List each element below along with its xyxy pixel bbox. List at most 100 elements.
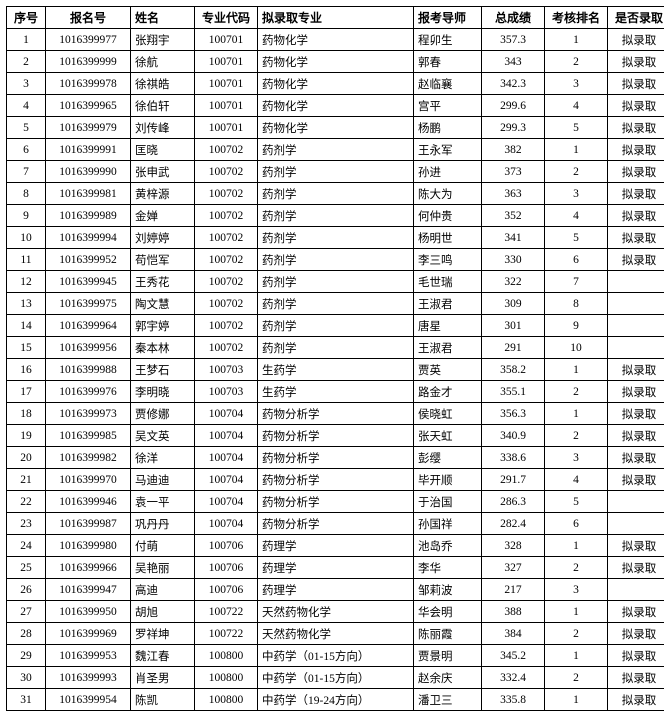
admission-table: 序号 报名号 姓名 专业代码 拟录取专业 报考导师 总成绩 考核排名 是否录取 …: [6, 6, 664, 711]
cell-rank: 4: [545, 95, 608, 117]
cell-major: 天然药物化学: [258, 601, 414, 623]
cell-reg: 1016399990: [46, 161, 131, 183]
cell-code: 100702: [195, 337, 258, 359]
cell-name: 高迪: [131, 579, 195, 601]
cell-score: 358.2: [482, 359, 545, 381]
cell-major: 中药学（19-24方向）: [258, 689, 414, 711]
cell-code: 100702: [195, 249, 258, 271]
cell-admit: 拟录取: [608, 381, 664, 403]
cell-seq: 13: [7, 293, 46, 315]
cell-sup: 于治国: [414, 491, 482, 513]
cell-major: 药剂学: [258, 315, 414, 337]
cell-admit: [608, 293, 664, 315]
cell-sup: 毕开顺: [414, 469, 482, 491]
cell-admit: 拟录取: [608, 161, 664, 183]
cell-seq: 24: [7, 535, 46, 557]
cell-score: 309: [482, 293, 545, 315]
cell-code: 100704: [195, 513, 258, 535]
cell-name: 金婵: [131, 205, 195, 227]
cell-code: 100800: [195, 667, 258, 689]
cell-seq: 2: [7, 51, 46, 73]
cell-sup: 何仲贵: [414, 205, 482, 227]
cell-seq: 16: [7, 359, 46, 381]
table-row: 211016399970马迪迪100704药物分析学毕开顺291.74拟录取: [7, 469, 664, 491]
cell-reg: 1016399953: [46, 645, 131, 667]
cell-score: 291: [482, 337, 545, 359]
cell-reg: 1016399947: [46, 579, 131, 601]
cell-score: 299.6: [482, 95, 545, 117]
cell-rank: 1: [545, 535, 608, 557]
cell-rank: 2: [545, 381, 608, 403]
cell-seq: 25: [7, 557, 46, 579]
cell-rank: 3: [545, 73, 608, 95]
cell-score: 373: [482, 161, 545, 183]
cell-code: 100701: [195, 117, 258, 139]
cell-code: 100800: [195, 689, 258, 711]
table-row: 111016399952苟恺军100702药剂学李三鸣3306拟录取: [7, 249, 664, 271]
cell-seq: 8: [7, 183, 46, 205]
cell-seq: 6: [7, 139, 46, 161]
cell-sup: 张天虹: [414, 425, 482, 447]
cell-seq: 20: [7, 447, 46, 469]
table-row: 181016399973贾修娜100704药物分析学侯晓虹356.31拟录取: [7, 403, 664, 425]
cell-code: 100704: [195, 491, 258, 513]
table-row: 221016399946袁一平100704药物分析学于治国286.35: [7, 491, 664, 513]
cell-code: 100701: [195, 29, 258, 51]
cell-sup: 陈大为: [414, 183, 482, 205]
cell-seq: 30: [7, 667, 46, 689]
cell-major: 药剂学: [258, 161, 414, 183]
cell-rank: 10: [545, 337, 608, 359]
cell-rank: 5: [545, 491, 608, 513]
cell-rank: 3: [545, 447, 608, 469]
cell-name: 徐洋: [131, 447, 195, 469]
cell-sup: 王永军: [414, 139, 482, 161]
cell-reg: 1016399991: [46, 139, 131, 161]
cell-major: 药剂学: [258, 183, 414, 205]
cell-code: 100702: [195, 205, 258, 227]
col-seq: 序号: [7, 7, 46, 29]
cell-admit: [608, 513, 664, 535]
cell-name: 刘婷婷: [131, 227, 195, 249]
col-major: 拟录取专业: [258, 7, 414, 29]
cell-reg: 1016399977: [46, 29, 131, 51]
cell-score: 363: [482, 183, 545, 205]
cell-major: 药物化学: [258, 95, 414, 117]
cell-name: 匡晓: [131, 139, 195, 161]
cell-admit: 拟录取: [608, 139, 664, 161]
cell-sup: 孙进: [414, 161, 482, 183]
cell-code: 100702: [195, 315, 258, 337]
cell-code: 100702: [195, 271, 258, 293]
cell-reg: 1016399969: [46, 623, 131, 645]
cell-seq: 27: [7, 601, 46, 623]
cell-name: 罗祥坤: [131, 623, 195, 645]
cell-code: 100704: [195, 403, 258, 425]
cell-score: 356.3: [482, 403, 545, 425]
cell-rank: 1: [545, 29, 608, 51]
table-row: 31016399978徐祺皓100701药物化学赵临襄342.33拟录取: [7, 73, 664, 95]
cell-name: 巩丹丹: [131, 513, 195, 535]
cell-admit: 拟录取: [608, 601, 664, 623]
cell-sup: 赵临襄: [414, 73, 482, 95]
cell-major: 药剂学: [258, 271, 414, 293]
cell-name: 贾修娜: [131, 403, 195, 425]
cell-rank: 4: [545, 469, 608, 491]
cell-reg: 1016399989: [46, 205, 131, 227]
table-row: 291016399953魏江春100800中药学（01-15方向）贾景明345.…: [7, 645, 664, 667]
cell-name: 张申武: [131, 161, 195, 183]
col-reg: 报名号: [46, 7, 131, 29]
cell-seq: 7: [7, 161, 46, 183]
cell-seq: 23: [7, 513, 46, 535]
col-rank: 考核排名: [545, 7, 608, 29]
cell-reg: 1016399975: [46, 293, 131, 315]
cell-admit: 拟录取: [608, 447, 664, 469]
cell-sup: 杨鹏: [414, 117, 482, 139]
table-row: 11016399977张翔宇100701药物化学程卯生357.31拟录取: [7, 29, 664, 51]
cell-admit: 拟录取: [608, 73, 664, 95]
cell-seq: 11: [7, 249, 46, 271]
cell-code: 100706: [195, 535, 258, 557]
cell-rank: 9: [545, 315, 608, 337]
cell-reg: 1016399978: [46, 73, 131, 95]
cell-seq: 5: [7, 117, 46, 139]
cell-major: 药物分析学: [258, 469, 414, 491]
cell-rank: 2: [545, 161, 608, 183]
